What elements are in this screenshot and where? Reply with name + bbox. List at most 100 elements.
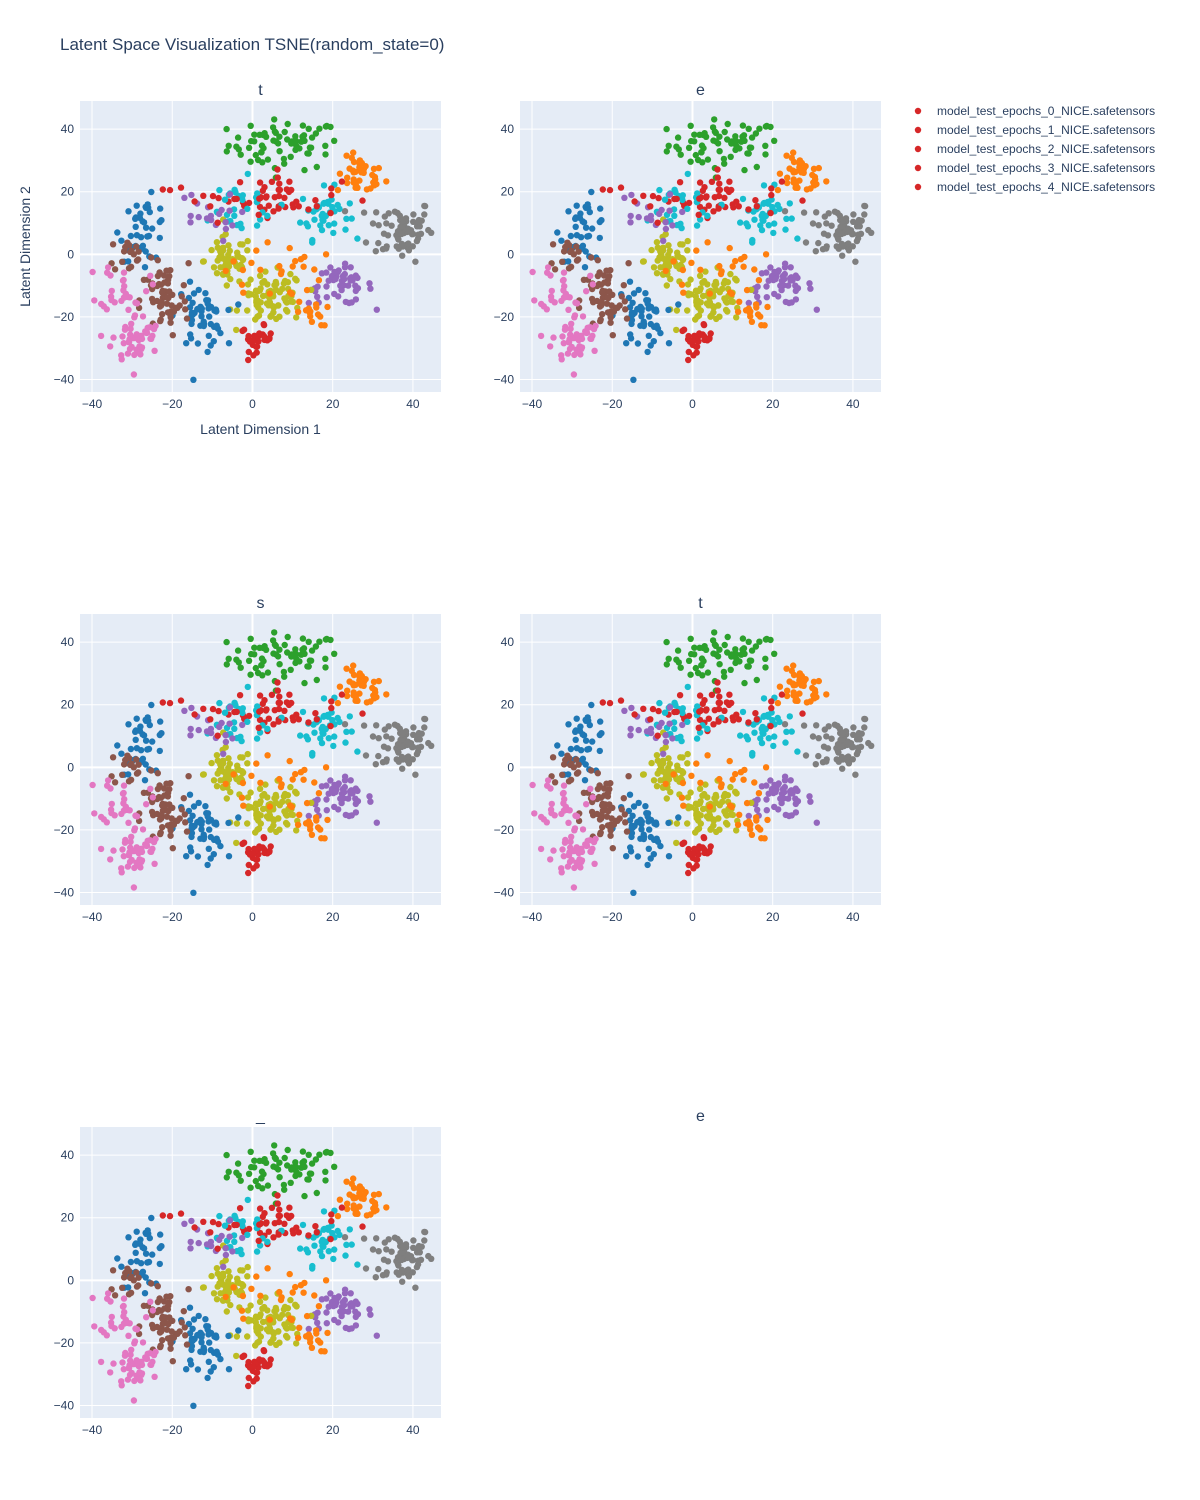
data-point [311,1242,318,1249]
data-point [639,771,647,778]
data-point [225,819,232,827]
data-point [266,1316,273,1323]
data-point [98,300,105,308]
data-point [104,1290,112,1297]
data-point [177,697,185,704]
data-point [421,211,428,218]
data-point [275,186,282,193]
data-point [721,128,728,136]
data-point [324,1329,331,1337]
data-point [812,248,819,255]
data-point [181,707,188,714]
data-point [799,197,806,204]
legend-item[interactable]: model_test_epochs_4_NICE.safetensors [914,180,1155,194]
data-point [790,149,797,156]
data-point [585,232,593,240]
data-point [167,1293,174,1300]
data-point [662,732,669,739]
scatter-points [529,116,875,383]
data-point [421,715,428,723]
data-point [225,142,232,149]
data-point [776,683,784,690]
data-point [144,714,151,721]
data-point [245,869,252,877]
data-point [753,304,760,311]
data-point [244,237,251,245]
data-point [208,759,215,767]
data-point [572,728,579,735]
data-point [147,848,154,855]
data-point [148,254,155,261]
data-point [233,820,241,827]
data-point [395,1271,402,1278]
data-point [380,1256,388,1263]
data-point [238,794,246,801]
legend-item[interactable]: model_test_epochs_3_NICE.safetensors [914,161,1155,175]
data-point [307,1339,314,1346]
data-point [575,761,582,768]
data-point [809,171,816,179]
data-point [253,222,261,229]
data-point [653,270,661,277]
data-point [790,169,797,176]
data-point [573,331,580,338]
data-point [301,166,308,174]
data-point [627,212,634,220]
data-point [189,812,196,819]
data-point [685,712,693,720]
data-point [286,1270,293,1278]
y-tick-label: 40 [61,122,75,136]
data-point [346,713,353,720]
data-point [767,722,774,730]
data-point [130,1397,138,1404]
data-point [262,268,269,275]
data-point [698,662,705,669]
data-point [638,313,645,320]
data-point [704,212,711,219]
data-point [321,322,328,329]
data-point [687,804,695,811]
data-point [181,298,188,305]
data-point [788,728,795,735]
legend-item[interactable]: model_test_epochs_0_NICE.safetensors [914,104,1155,118]
data-point [739,195,747,203]
data-point [724,633,731,641]
data-point [152,322,159,330]
data-point [140,276,148,283]
data-point [256,330,263,337]
data-point [856,736,863,743]
data-point [320,200,327,207]
data-point [180,795,187,802]
data-point [638,826,645,833]
data-point [369,684,376,692]
data-point [140,1302,148,1310]
data-point [727,270,734,278]
data-point [198,313,205,320]
legend-item[interactable]: model_test_epochs_1_NICE.safetensors [914,123,1155,137]
data-point [571,825,579,832]
data-point [187,1238,194,1246]
legend-label: model_test_epochs_1_NICE.safetensors [937,123,1155,137]
data-point [344,174,351,181]
data-point [167,1345,174,1352]
data-point [342,1252,349,1259]
data-point [360,682,367,689]
data-point [823,178,830,185]
data-point [751,216,758,223]
data-point [225,340,233,347]
data-point [258,142,266,149]
data-point [787,777,794,784]
y-axis-title: Latent Dimension 2 [17,186,33,307]
data-point [239,754,246,761]
data-point [309,752,316,759]
data-point [288,138,296,145]
legend-item[interactable]: model_test_epochs_2_NICE.safetensors [914,142,1155,156]
data-point [258,655,266,662]
data-point [352,1322,360,1329]
data-point [244,1307,252,1314]
data-point [589,794,596,801]
data-point [259,1157,267,1165]
data-point [736,811,743,818]
data-point [331,268,338,276]
